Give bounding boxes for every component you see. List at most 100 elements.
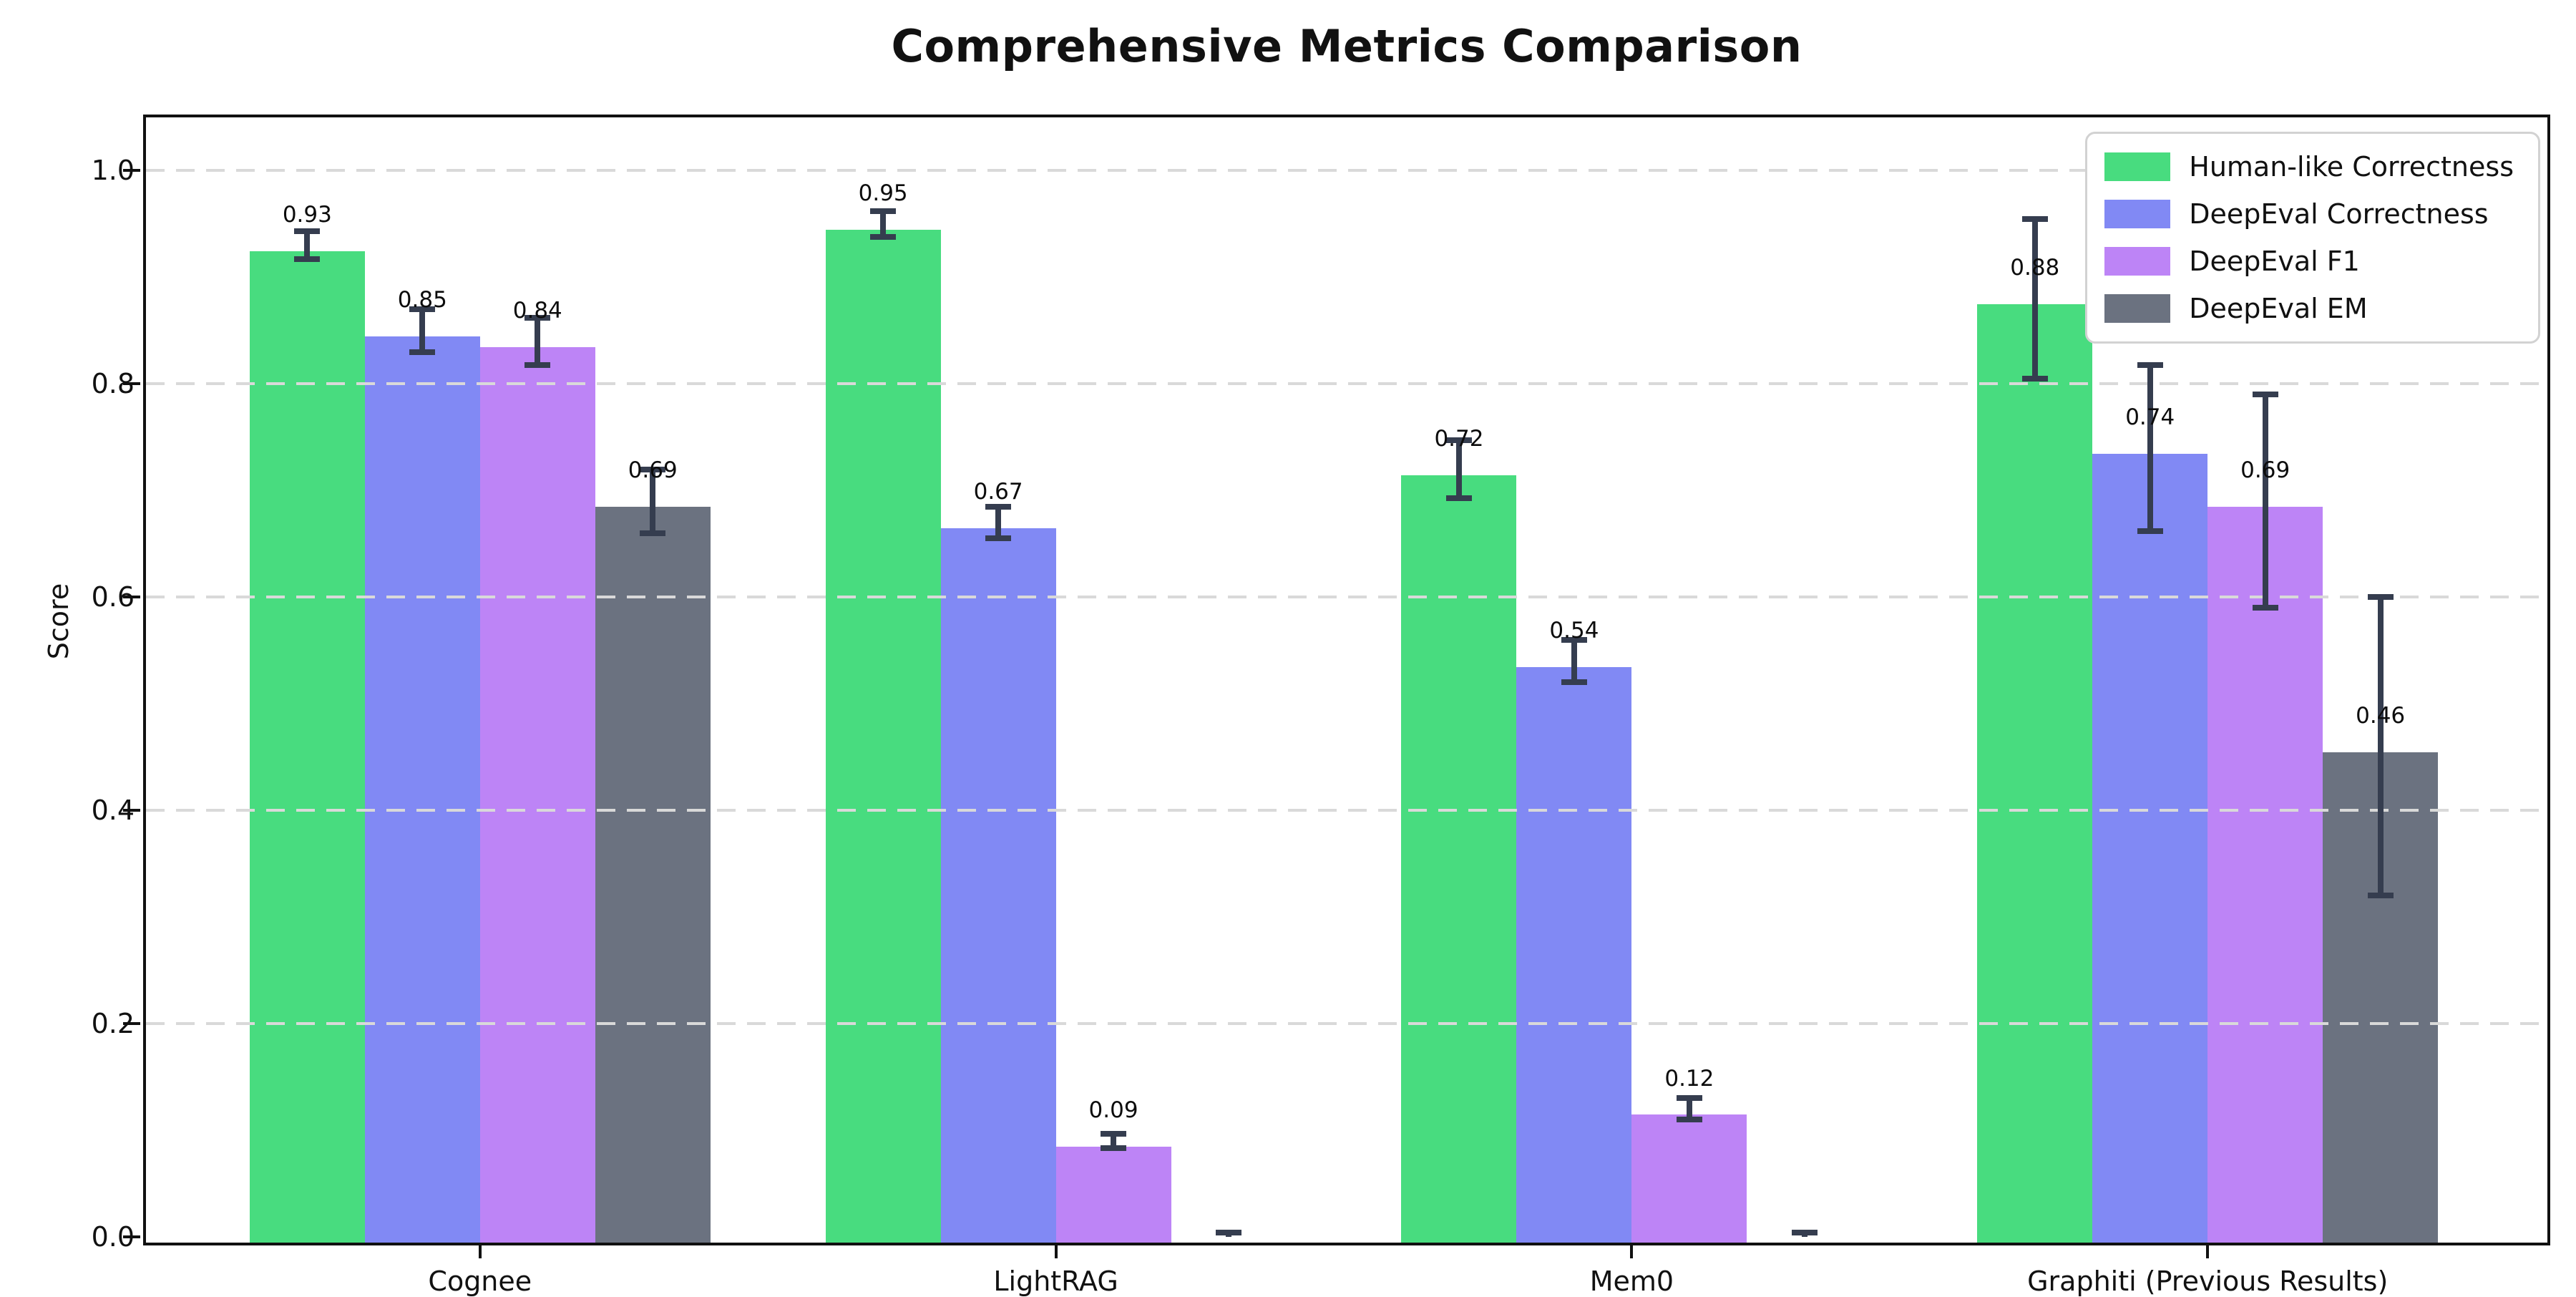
gridline <box>146 596 2547 599</box>
bar-value-label: 0.74 <box>2125 404 2175 430</box>
error-bar-cap <box>2367 594 2394 601</box>
gridline <box>146 1022 2547 1026</box>
error-bar-cap <box>294 256 321 263</box>
y-axis-label: Score <box>43 583 74 660</box>
bar-value-label: 0.09 <box>1088 1097 1138 1124</box>
error-bar <box>2377 597 2384 896</box>
error-bar-cap <box>640 466 666 472</box>
error-bar-cap <box>2252 392 2278 398</box>
x-tick-mark <box>2206 1243 2210 1258</box>
x-tick-mark <box>478 1243 482 1258</box>
y-tick-label: 0.4 <box>91 795 135 827</box>
error-bar <box>1571 639 1577 683</box>
error-bar-cap <box>1445 437 1472 444</box>
bar-value-label: 0.88 <box>2010 255 2060 281</box>
bar-value-label: 0.12 <box>1664 1065 1714 1092</box>
error-bar <box>995 506 1002 539</box>
legend-label: Human-like Correctness <box>2189 151 2514 183</box>
error-bar-cap <box>1561 636 1587 643</box>
error-bar-cap <box>2252 605 2278 611</box>
bar <box>825 229 941 1243</box>
legend-swatch <box>2104 200 2171 228</box>
error-bar-cap <box>640 530 666 536</box>
error-bar <box>1111 1133 1117 1149</box>
error-bar-cap <box>1676 1095 1702 1102</box>
bar <box>1401 475 1517 1243</box>
bar <box>249 251 365 1243</box>
bar-value-label: 0.72 <box>1434 425 1484 452</box>
bar-value-label: 0.93 <box>282 201 332 228</box>
bar <box>595 507 711 1243</box>
legend-swatch <box>2104 294 2171 323</box>
error-bar-cap <box>294 228 321 235</box>
error-bar <box>2262 394 2268 608</box>
bar <box>2207 507 2323 1243</box>
error-bar-cap <box>985 503 1012 510</box>
error-bar <box>1455 440 1462 498</box>
gridline <box>146 809 2547 812</box>
bar-value-label: 0.69 <box>628 457 678 484</box>
error-bar-cap <box>1216 1230 1242 1236</box>
error-bar <box>1686 1098 1692 1120</box>
bar <box>1631 1114 1747 1243</box>
y-tick-label: 0.2 <box>91 1008 135 1040</box>
error-bar-cap <box>409 349 436 355</box>
bar <box>940 528 1056 1243</box>
error-bar <box>650 469 656 533</box>
error-bar-cap <box>409 306 436 313</box>
legend: Human-like Correctness DeepEval Correctne… <box>2085 132 2540 344</box>
error-bar-cap <box>1445 495 1472 501</box>
error-bar-cap <box>525 361 551 368</box>
bar-value-label: 0.85 <box>397 287 447 314</box>
error-bar-cap <box>525 315 551 321</box>
error-bar <box>2031 218 2038 379</box>
legend-label: DeepEval EM <box>2189 293 2368 324</box>
error-bar-cap <box>2137 528 2163 534</box>
y-tick-mark <box>123 169 140 173</box>
x-tick-mark <box>1630 1243 1634 1258</box>
plot-area: 0.93 0.95 0.72 0.88 0.85 0.67 0.54 0.74 0.84 0.09… <box>143 115 2550 1245</box>
x-tick-label: Cognee <box>428 1266 532 1297</box>
bar <box>1055 1146 1171 1243</box>
x-tick-label: LightRAG <box>993 1266 1118 1297</box>
y-tick-label: 1.0 <box>91 155 135 187</box>
legend-item: DeepEval F1 <box>2104 241 2514 281</box>
y-tick-mark <box>123 382 140 386</box>
legend-item: DeepEval EM <box>2104 288 2514 329</box>
error-bar-cap <box>870 208 897 215</box>
legend-label: DeepEval F1 <box>2189 246 2360 277</box>
error-bar <box>880 211 887 237</box>
error-bar-cap <box>1561 679 1587 686</box>
error-bar-cap <box>1791 1230 1818 1236</box>
x-tick-label: Graphiti (Previous Results) <box>2027 1266 2389 1297</box>
bar <box>1516 666 1632 1243</box>
bar-value-label: 0.67 <box>973 479 1023 505</box>
error-bar <box>304 231 311 260</box>
error-bar-cap <box>2021 215 2048 222</box>
error-bar-cap <box>2021 375 2048 382</box>
bar-value-label: 0.84 <box>512 298 562 324</box>
legend-item: DeepEval Correctness <box>2104 194 2514 234</box>
y-tick-mark <box>123 596 140 599</box>
bar-value-label: 0.95 <box>858 180 908 207</box>
y-tick-label: 0.8 <box>91 368 135 400</box>
error-bar-cap <box>2137 361 2163 368</box>
y-tick-mark <box>123 1235 140 1238</box>
bar <box>1977 304 2093 1243</box>
bar-value-label: 0.69 <box>2240 457 2290 484</box>
error-bar <box>2147 364 2153 531</box>
bar-value-label: 0.46 <box>2356 703 2406 729</box>
error-bar-cap <box>1676 1117 1702 1123</box>
error-bar-cap <box>1101 1145 1127 1152</box>
error-bar-cap <box>870 233 897 240</box>
x-tick-label: Mem0 <box>1589 1266 1674 1297</box>
error-bar <box>535 318 541 365</box>
gridline <box>146 382 2547 386</box>
bar-value-label: 0.54 <box>1549 617 1599 643</box>
bar <box>364 336 480 1243</box>
error-bar <box>419 309 426 352</box>
y-tick-label: 0.0 <box>91 1221 135 1253</box>
bar <box>2092 453 2208 1243</box>
error-bar-cap <box>1101 1130 1127 1137</box>
